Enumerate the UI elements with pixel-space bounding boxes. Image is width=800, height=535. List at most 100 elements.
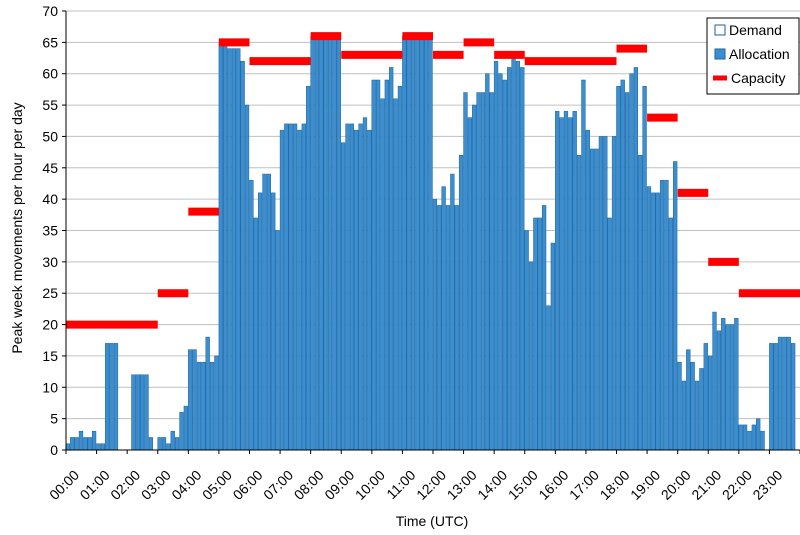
allocation-bar — [629, 73, 634, 451]
allocation-bar — [476, 92, 481, 451]
allocation-bar — [585, 129, 590, 451]
allocation-bar — [148, 437, 154, 451]
allocation-bar — [528, 261, 534, 451]
allocation-bar — [297, 129, 302, 451]
allocation-bar — [721, 318, 726, 451]
allocation-bar — [279, 129, 285, 451]
allocation-bar — [734, 318, 739, 451]
allocation-bar — [485, 73, 490, 451]
allocation-bar — [655, 192, 660, 451]
y-tick-label: 50 — [42, 128, 58, 144]
allocation-bar — [201, 361, 206, 451]
allocation-bar — [791, 343, 796, 451]
x-tick-label: 20:00 — [658, 467, 694, 503]
y-tick-label: 0 — [50, 442, 58, 458]
allocation-bar — [83, 437, 88, 451]
allocation-bar — [188, 349, 193, 451]
allocation-bar — [507, 67, 512, 451]
x-tick-label: 23:00 — [749, 467, 785, 503]
allocation-bar — [694, 380, 700, 451]
allocation-bar — [747, 430, 752, 451]
legend: Demand Allocation Capacity — [706, 17, 800, 95]
allocation-bar — [214, 355, 219, 451]
y-tick-label: 15 — [42, 348, 58, 364]
x-tick-label: 01:00 — [77, 467, 113, 503]
allocation-bar — [131, 374, 136, 451]
allocation-bar — [288, 123, 293, 451]
legend-capacity-label: Capacity — [731, 70, 785, 86]
x-tick-label: 08:00 — [291, 467, 327, 503]
allocation-bar — [345, 123, 350, 451]
allocation-bar — [673, 161, 678, 451]
allocation-bar — [524, 230, 529, 451]
y-tick-label: 30 — [42, 254, 58, 270]
y-tick-label: 70 — [42, 3, 58, 19]
allocation-bar — [642, 86, 647, 451]
allocation-bar — [633, 67, 638, 451]
x-tick-label: 12:00 — [413, 467, 449, 503]
allocation-bar — [769, 343, 774, 451]
allocation-bar — [275, 230, 280, 451]
allocation-bar — [424, 35, 429, 451]
allocation-bar — [135, 374, 140, 451]
allocation-bar — [690, 361, 695, 451]
allocation-bar — [511, 54, 516, 451]
allocation-bar — [646, 186, 652, 451]
allocation-bar — [78, 430, 84, 451]
allocation-bar — [708, 355, 713, 451]
allocation-bar — [192, 349, 197, 451]
allocation-bar — [489, 92, 494, 451]
allocation-bar — [183, 405, 188, 451]
allocation-bar — [572, 111, 577, 451]
allocation-bar — [520, 67, 525, 451]
x-tick-label: 13:00 — [444, 467, 480, 503]
x-tick-label: 04:00 — [168, 467, 204, 503]
allocation-bar — [253, 217, 258, 451]
allocation-bar — [319, 35, 324, 451]
allocation-bar — [603, 136, 608, 451]
x-tick-labels: 00:0001:0002:0003:0004:0005:0006:0007:00… — [46, 450, 800, 503]
x-tick-label: 16:00 — [535, 467, 571, 503]
allocation-bar — [437, 205, 442, 451]
legend-allocation-label: Allocation — [729, 46, 790, 62]
allocation-bar — [113, 343, 119, 451]
allocation-bar — [716, 330, 722, 451]
allocation-bar — [445, 205, 451, 451]
allocation-bar — [454, 205, 459, 451]
allocation-bar — [620, 79, 625, 451]
allocation-bar — [161, 437, 167, 451]
allocation-bar — [450, 173, 455, 451]
y-tick-label: 65 — [42, 34, 58, 50]
allocation-bar — [467, 117, 472, 451]
allocation-bar — [773, 343, 778, 451]
allocation-bar — [590, 148, 595, 451]
allocation-bar — [498, 73, 503, 451]
y-tick-label: 10 — [42, 379, 58, 395]
y-tick-label: 25 — [42, 285, 58, 301]
allocation-bar — [371, 79, 376, 451]
allocation-bar — [323, 35, 328, 451]
allocation-bar — [480, 92, 486, 451]
allocation-bar — [218, 42, 223, 451]
allocation-bar — [786, 336, 791, 451]
allocation-bar — [91, 430, 97, 451]
allocation-bar — [157, 437, 162, 451]
allocation-bar — [607, 217, 612, 451]
allocation-bar — [166, 443, 171, 451]
allocation-bar — [179, 412, 184, 451]
allocation-bar — [96, 443, 101, 451]
x-tick-label: 05:00 — [199, 467, 235, 503]
allocation-bar — [375, 79, 381, 451]
allocation-bars — [65, 35, 796, 451]
allocation-bar — [70, 437, 75, 451]
allocation-bar — [729, 324, 735, 451]
y-tick-label: 45 — [42, 160, 58, 176]
allocation-bar — [681, 380, 687, 451]
allocation-bar — [751, 424, 756, 451]
allocation-bar — [638, 154, 643, 451]
allocation-bar — [432, 198, 438, 451]
capacity-line — [66, 32, 800, 329]
allocation-bar — [144, 374, 149, 451]
allocation-bar — [725, 324, 730, 451]
